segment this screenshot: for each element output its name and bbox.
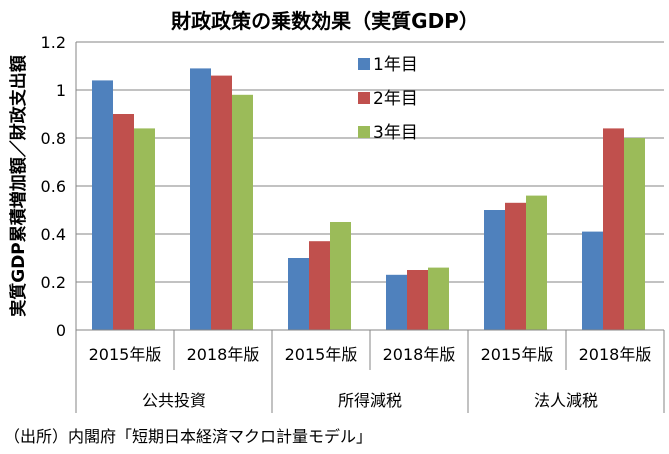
x-tick-label: 2018年版 bbox=[383, 345, 456, 364]
group-label: 公共投資 bbox=[142, 391, 206, 410]
legend-swatch bbox=[358, 58, 370, 70]
x-tick-label: 2015年版 bbox=[89, 345, 162, 364]
bar-3 bbox=[526, 195, 547, 330]
y-tick-label: 0 bbox=[56, 321, 66, 340]
bar-1 bbox=[484, 210, 505, 330]
y-axis-label: 実質GDP累積増加額／財政支出額 bbox=[8, 55, 29, 317]
group-label: 法人減税 bbox=[534, 391, 598, 410]
bar-2 bbox=[505, 202, 526, 330]
bar-1 bbox=[386, 274, 407, 330]
bar-1 bbox=[582, 231, 603, 330]
source-note: （出所）内閣府「短期日本経済マクロ計量モデル」 bbox=[4, 427, 372, 446]
legend-label: 3年目 bbox=[373, 123, 418, 143]
y-tick-label: 1 bbox=[56, 81, 66, 100]
legend-label: 2年目 bbox=[373, 89, 418, 109]
x-tick-label: 2018年版 bbox=[579, 345, 652, 364]
group-label: 所得減税 bbox=[338, 391, 402, 410]
bar-2 bbox=[211, 75, 232, 330]
bar-3 bbox=[428, 267, 449, 330]
bar-3 bbox=[134, 128, 155, 330]
bar-3 bbox=[232, 94, 253, 330]
y-tick-label: 0.8 bbox=[41, 129, 66, 148]
legend-swatch bbox=[358, 126, 370, 138]
bar-1 bbox=[288, 258, 309, 330]
bar-1 bbox=[190, 68, 211, 331]
legend-swatch bbox=[358, 92, 370, 104]
bar-3 bbox=[624, 138, 645, 330]
x-tick-label: 2015年版 bbox=[285, 345, 358, 364]
legend-label: 1年目 bbox=[373, 55, 418, 75]
bar-3 bbox=[330, 222, 351, 330]
bar-2 bbox=[113, 114, 134, 330]
bar-2 bbox=[407, 270, 428, 330]
bar-2 bbox=[309, 241, 330, 330]
y-tick-label: 1.2 bbox=[41, 33, 66, 52]
x-tick-label: 2018年版 bbox=[187, 345, 260, 364]
y-tick-label: 0.4 bbox=[41, 225, 66, 244]
bar-1 bbox=[92, 80, 113, 331]
bar-2 bbox=[603, 128, 624, 330]
y-tick-label: 0.2 bbox=[41, 273, 66, 292]
x-tick-label: 2015年版 bbox=[481, 345, 554, 364]
y-tick-label: 0.6 bbox=[41, 177, 66, 196]
chart-title: 財政政策の乗数効果（実質GDP） bbox=[171, 9, 479, 33]
